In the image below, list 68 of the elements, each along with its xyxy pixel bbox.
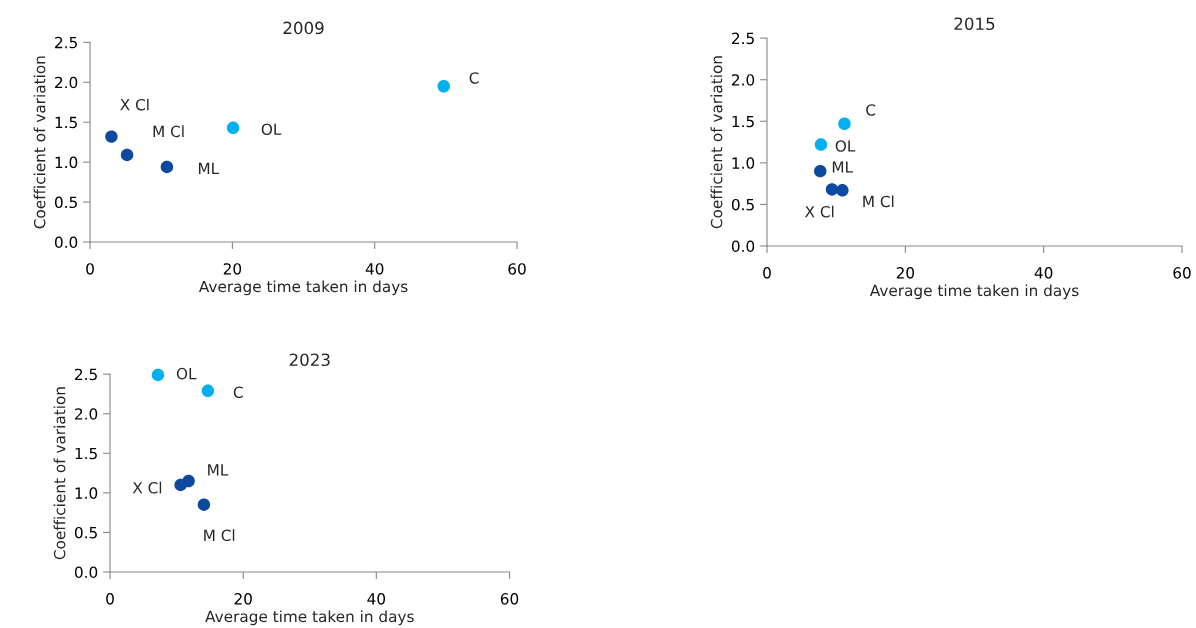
x-tick-label: 20	[896, 267, 915, 279]
x-tick-label: 60	[500, 593, 519, 605]
y-tick-label: 2.5	[75, 368, 97, 381]
y-tick-label: 0.0	[731, 240, 755, 253]
chart-title: 2023	[289, 353, 330, 367]
point	[838, 117, 851, 130]
x-tick-label: 0	[763, 267, 771, 279]
x-tick-label: 0	[86, 263, 94, 275]
y-tick-label: 2.0	[75, 408, 98, 420]
point	[151, 368, 165, 382]
y-tick-label: 0.5	[731, 198, 754, 211]
y-axis-title: Coefficient of variation	[33, 56, 46, 229]
x-tick-label: 20	[234, 593, 252, 605]
series-label: M Cl	[204, 529, 235, 542]
series-label: ML	[198, 162, 220, 174]
point	[814, 164, 827, 178]
series-label: X Cl	[132, 481, 162, 494]
point	[105, 130, 118, 143]
point	[437, 80, 450, 93]
x-tick-label: 60	[508, 263, 526, 275]
y-tick-label: 2.5	[732, 32, 754, 45]
y-tick-label: 2.5	[55, 36, 77, 49]
point	[836, 184, 849, 197]
y-tick-label: 1.5	[75, 447, 97, 460]
y-tick-label: 1.5	[55, 116, 77, 129]
y-tick-label: 1.0	[75, 487, 98, 499]
x-tick-label: 60	[1173, 267, 1191, 279]
series-label: OL	[835, 140, 856, 152]
series-label: OL	[176, 367, 197, 380]
series-label: ML	[832, 161, 853, 173]
y-tick-label: 2.0	[732, 74, 755, 86]
y-axis-title: Coefficient of variation	[710, 56, 723, 229]
y-axis-title: Coefficient of variation	[53, 387, 66, 560]
point	[197, 498, 211, 511]
x-axis-title: Average time taken in days	[205, 610, 414, 626]
x-tick-label: 40	[367, 593, 386, 605]
series-label: X Cl	[805, 205, 834, 218]
chart-title: 2009	[283, 21, 324, 35]
series-label: X Cl	[120, 98, 149, 111]
series-label: OL	[261, 123, 282, 136]
point	[825, 183, 839, 196]
point	[226, 121, 240, 135]
x-axis-title: Average time taken in days	[198, 280, 408, 296]
series-label: C	[866, 104, 876, 116]
x-axis-title: Average time taken in days	[869, 284, 1079, 300]
y-tick-label: 1.5	[732, 115, 754, 128]
y-tick-label: 1.0	[55, 156, 78, 169]
series-label: M Cl	[153, 125, 184, 138]
series-label: ML	[208, 464, 229, 476]
series-label: C	[469, 72, 479, 84]
y-tick-label: 0.0	[54, 236, 78, 249]
x-tick-label: 0	[106, 593, 114, 605]
point	[160, 160, 174, 174]
y-tick-label: 0.5	[74, 526, 97, 539]
y-tick-label: 2.0	[55, 76, 78, 89]
point	[120, 148, 134, 162]
point	[814, 138, 828, 151]
x-tick-label: 40	[1034, 267, 1053, 279]
y-tick-label: 0.5	[54, 196, 77, 209]
point	[182, 474, 195, 488]
y-tick-label: 0.0	[74, 566, 98, 578]
x-tick-label: 40	[365, 263, 384, 275]
point	[201, 384, 215, 397]
x-tick-label: 20	[223, 263, 242, 275]
chart-title: 2015	[954, 17, 995, 31]
y-tick-label: 1.0	[732, 157, 755, 169]
series-label: C	[233, 386, 243, 398]
series-label: M Cl	[863, 195, 894, 208]
